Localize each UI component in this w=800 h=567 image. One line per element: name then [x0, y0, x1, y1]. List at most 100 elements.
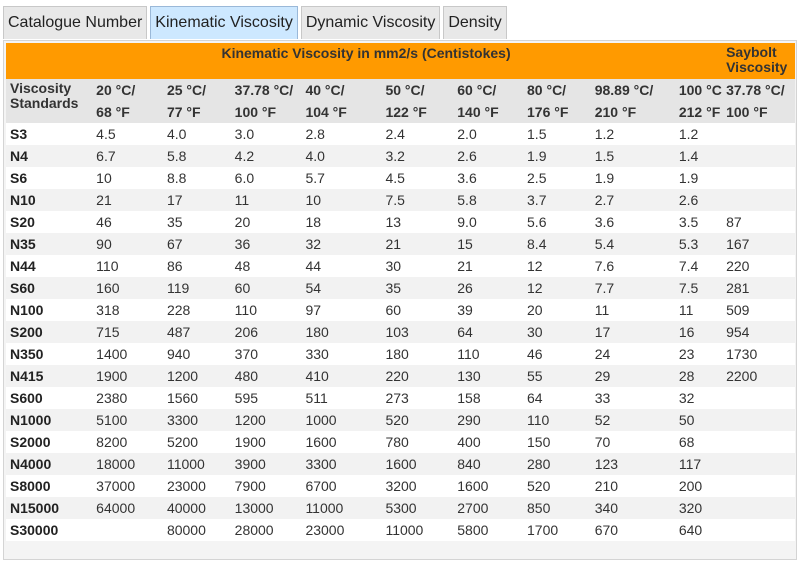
viscosity-value-cell: 3.5: [674, 211, 723, 233]
viscosity-value-cell: 44: [301, 255, 382, 277]
viscosity-standard-cell: S20: [6, 211, 93, 233]
viscosity-value-cell: 15: [453, 233, 524, 255]
viscosity-value-cell: 110: [523, 409, 591, 431]
viscosity-value-cell: 35: [162, 211, 231, 233]
table-row: S30000 80000 28000 23000 11000 5800 1700 670 640: [6, 519, 795, 541]
viscosity-value-cell: 4.2: [230, 145, 302, 167]
viscosity-value-cell: 110: [230, 299, 302, 321]
viscosity-value-cell: [722, 167, 795, 189]
viscosity-value-cell: 281: [722, 277, 795, 299]
viscosity-value-cell: 200: [674, 475, 723, 497]
viscosity-value-cell: 17: [162, 189, 231, 211]
table-row: N415 1900 1200 480 410 220 130 55 29 28 2200: [6, 365, 795, 387]
viscosity-value-cell: 60: [230, 277, 302, 299]
viscosity-value-cell: 46: [523, 343, 591, 365]
header-title-row: Kinematic Viscosity in mm2/s (Centistoke…: [6, 43, 795, 79]
viscosity-value-cell: 6.7: [92, 145, 163, 167]
temperature-celsius-header: 25 °C/: [162, 79, 231, 101]
viscosity-value-cell: 103: [381, 321, 454, 343]
viscosity-value-cell: 10: [92, 167, 163, 189]
viscosity-value-cell: 7.6: [590, 255, 675, 277]
viscosity-value-cell: 2200: [722, 365, 795, 387]
viscosity-value-cell: 2380: [92, 387, 163, 409]
viscosity-value-cell: 8.8: [162, 167, 231, 189]
viscosity-value-cell: 7.7: [590, 277, 675, 299]
viscosity-value-cell: 1200: [162, 365, 231, 387]
table-row: S60 160 119 60 54 35 26 12 7.7 7.5 281: [6, 277, 795, 299]
viscosity-value-cell: 40000: [162, 497, 231, 519]
viscosity-value-cell: 11: [230, 189, 302, 211]
table-row: N35 90 67 36 32 21 15 8.4 5.4 5.3 167: [6, 233, 795, 255]
table-row: N44 110 86 48 44 30 21 12 7.6 7.4 220: [6, 255, 795, 277]
viscosity-value-cell: 20: [230, 211, 302, 233]
tab-kinematic-viscosity[interactable]: Kinematic Viscosity: [150, 6, 298, 39]
temperature-fahrenheit-header: 77 °F: [162, 101, 231, 123]
viscosity-value-cell: 4.0: [301, 145, 382, 167]
viscosity-value-cell: 23: [674, 343, 723, 365]
viscosity-standard-cell: N35: [6, 233, 93, 255]
viscosity-value-cell: [722, 519, 795, 541]
viscosity-value-cell: 487: [162, 321, 231, 343]
viscosity-value-cell: 715: [92, 321, 163, 343]
tab-density[interactable]: Density: [443, 6, 507, 39]
viscosity-standard-cell: S200: [6, 321, 93, 343]
viscosity-standard-cell: S6: [6, 167, 93, 189]
viscosity-value-cell: 32: [301, 233, 382, 255]
viscosity-value-cell: 1600: [453, 475, 524, 497]
viscosity-value-cell: 28: [674, 365, 723, 387]
viscosity-value-cell: 6700: [301, 475, 382, 497]
viscosity-value-cell: 28000: [230, 519, 302, 541]
viscosity-value-cell: 640: [674, 519, 723, 541]
viscosity-value-cell: 50: [674, 409, 723, 431]
viscosity-value-cell: 210: [590, 475, 675, 497]
viscosity-value-cell: 228: [162, 299, 231, 321]
viscosity-value-cell: 2.0: [453, 123, 524, 145]
viscosity-value-cell: 3.7: [523, 189, 591, 211]
viscosity-value-cell: 12: [523, 277, 591, 299]
viscosity-value-cell: 10: [301, 189, 382, 211]
temperature-celsius-header: 20 °C/: [92, 79, 163, 101]
viscosity-value-cell: [722, 189, 795, 211]
viscosity-value-cell: 16: [674, 321, 723, 343]
viscosity-value-cell: 123: [590, 453, 675, 475]
viscosity-value-cell: 2.4: [381, 123, 454, 145]
viscosity-standard-cell: S2000: [6, 431, 93, 453]
viscosity-value-cell: 11000: [381, 519, 454, 541]
viscosity-value-cell: 3.0: [230, 123, 302, 145]
temperature-celsius-header: 50 °C/: [381, 79, 454, 101]
viscosity-value-cell: 1730: [722, 343, 795, 365]
viscosity-value-cell: 5800: [453, 519, 524, 541]
viscosity-value-cell: 23000: [301, 519, 382, 541]
viscosity-value-cell: [722, 431, 795, 453]
viscosity-value-cell: 8200: [92, 431, 163, 453]
viscosity-standard-cell: S600: [6, 387, 93, 409]
viscosity-value-cell: 5.4: [590, 233, 675, 255]
viscosity-value-cell: 21: [453, 255, 524, 277]
saybolt-heading-line-1: Saybolt: [726, 44, 777, 60]
tab-catalogue-number[interactable]: Catalogue Number: [3, 6, 148, 39]
viscosity-value-cell: 5300: [381, 497, 454, 519]
viscosity-value-cell: 3.6: [590, 211, 675, 233]
viscosity-value-cell: 370: [230, 343, 302, 365]
viscosity-value-cell: 36: [230, 233, 302, 255]
viscosity-value-cell: 1.5: [590, 145, 675, 167]
viscosity-value-cell: 30: [523, 321, 591, 343]
table-row: N15000 64000 40000 13000 11000 5300 2700 850 340…: [6, 497, 795, 519]
viscosity-value-cell: 26: [453, 277, 524, 299]
viscosity-value-cell: 5100: [92, 409, 163, 431]
viscosity-value-cell: 110: [92, 255, 163, 277]
viscosity-value-cell: 2.7: [590, 189, 675, 211]
table-row: N350 1400 940 370 330 180 110 46 24 23 1730: [6, 343, 795, 365]
viscosity-value-cell: 180: [301, 321, 382, 343]
viscosity-value-cell: 2.8: [301, 123, 382, 145]
viscosity-value-cell: 18: [301, 211, 382, 233]
viscosity-value-cell: 11000: [162, 453, 231, 475]
standards-heading-line-2: Standards: [10, 95, 79, 111]
tab-dynamic-viscosity[interactable]: Dynamic Viscosity: [300, 6, 441, 39]
viscosity-value-cell: 2700: [453, 497, 524, 519]
viscosity-value-cell: 480: [230, 365, 302, 387]
viscosity-value-cell: 80000: [162, 519, 231, 541]
viscosity-value-cell: 1.5: [523, 123, 591, 145]
viscosity-value-cell: 4.5: [92, 123, 163, 145]
viscosity-value-cell: [722, 475, 795, 497]
